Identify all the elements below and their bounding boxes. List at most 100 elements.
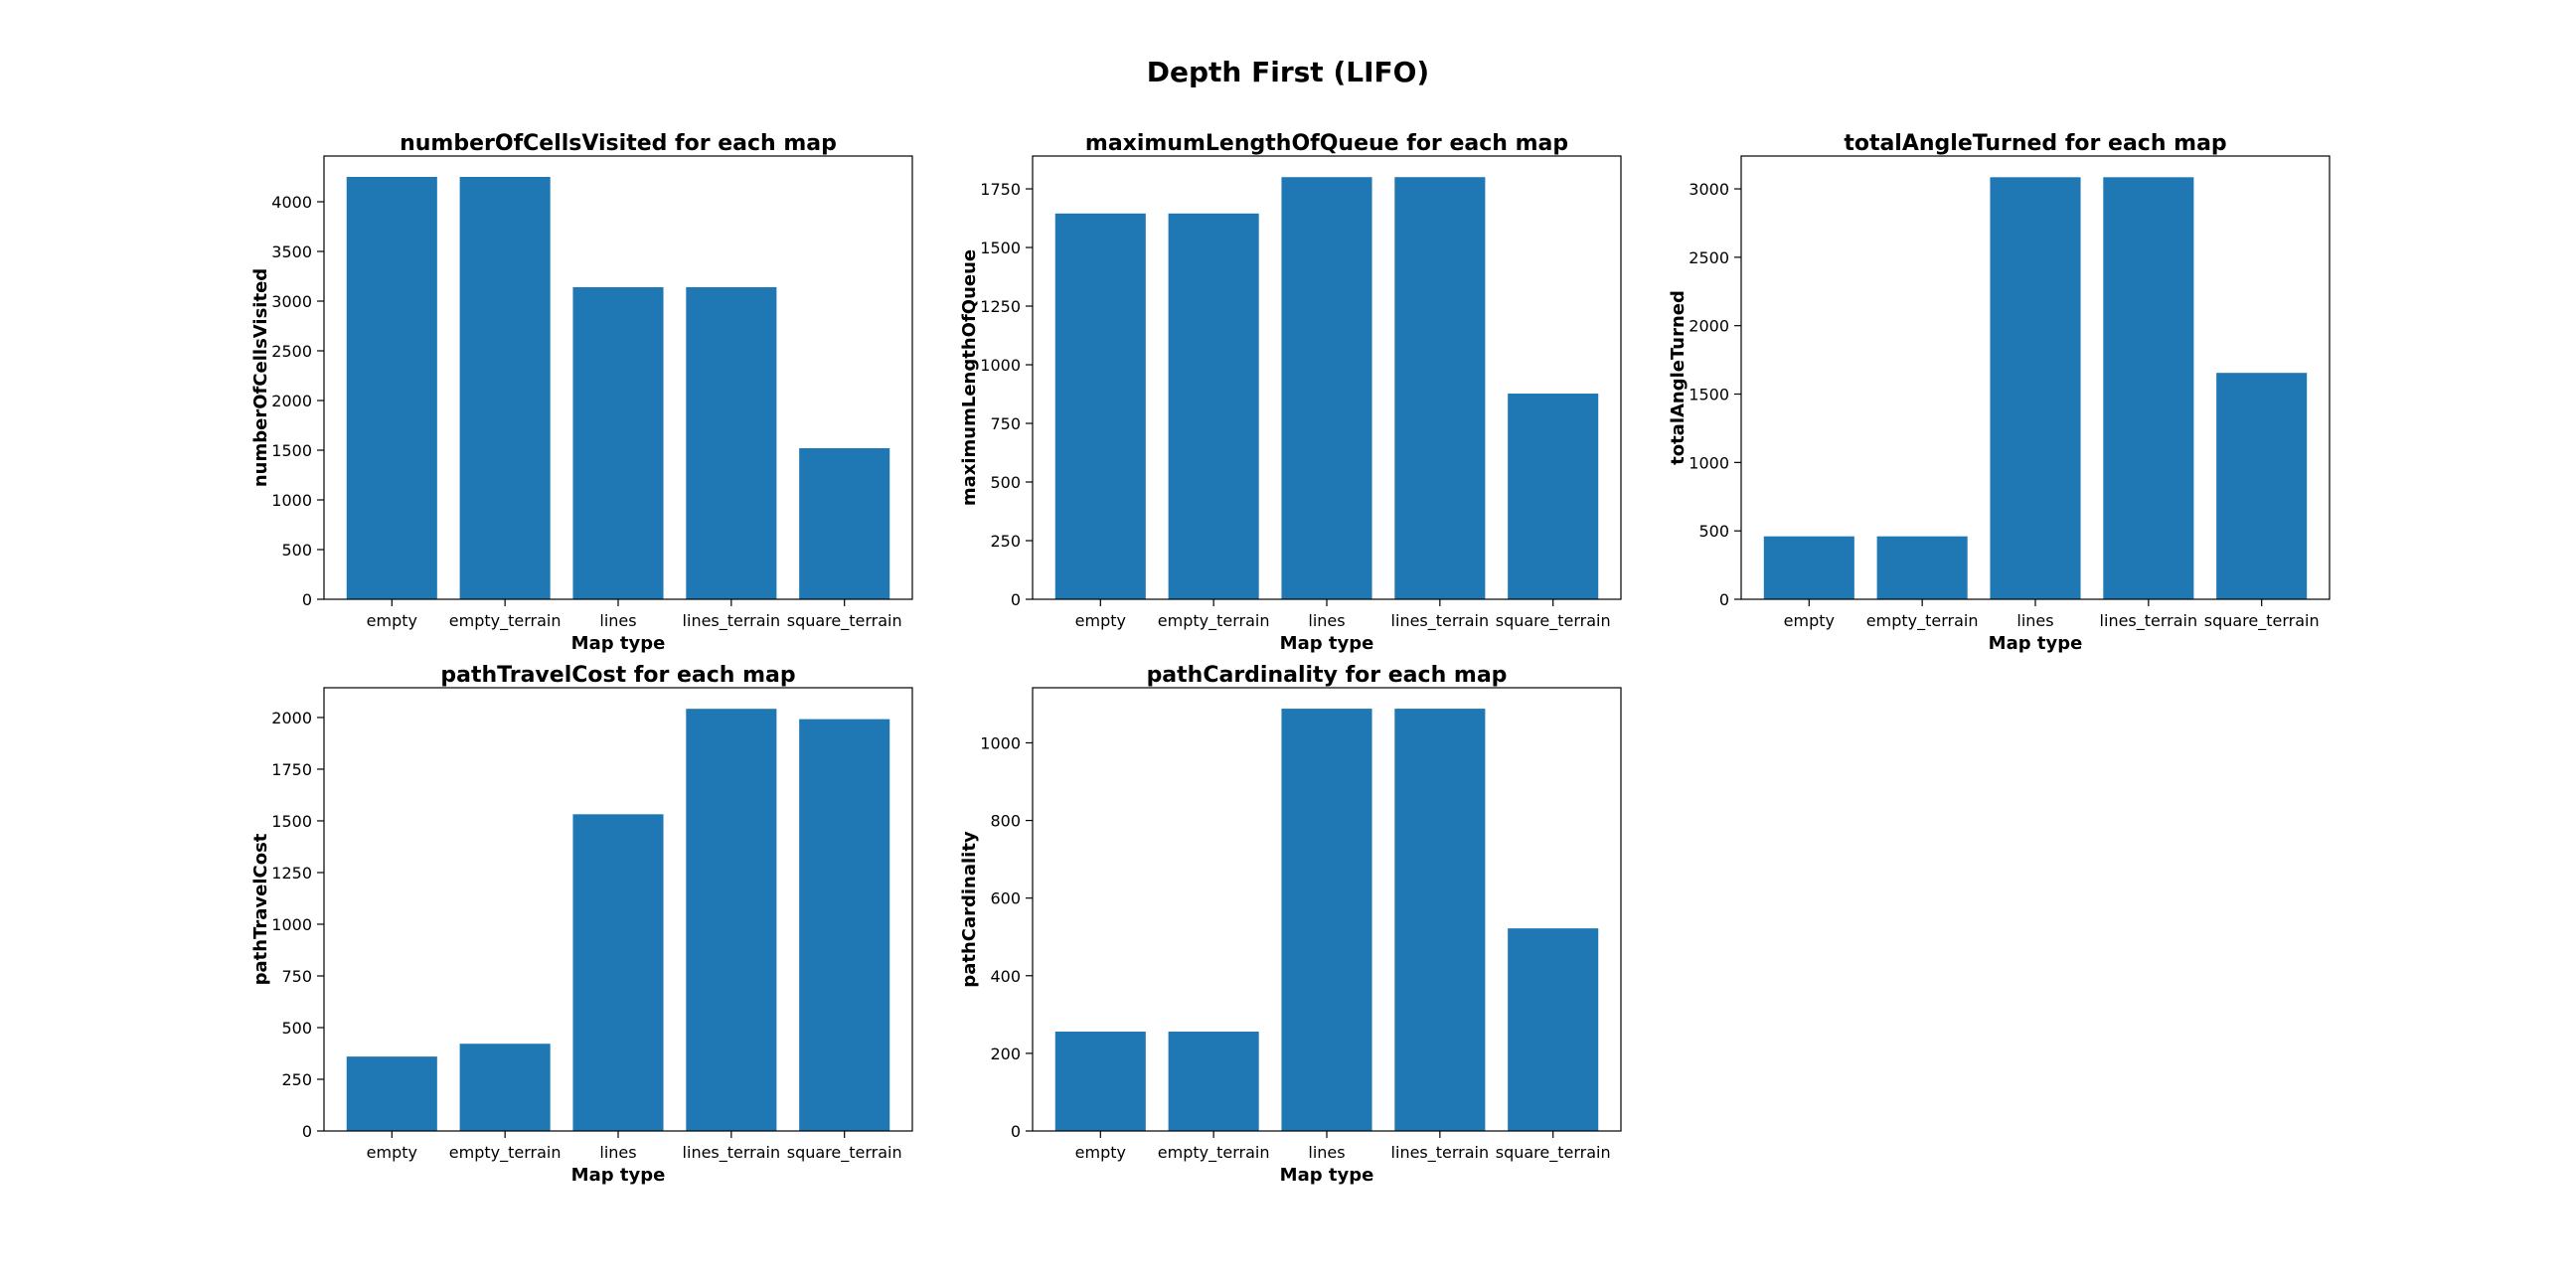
x-tick-label: empty <box>367 611 417 630</box>
x-tick-label: empty_terrain <box>1866 611 1979 631</box>
x-tick-label: lines <box>1308 611 1345 630</box>
bar-empty <box>1054 1032 1146 1131</box>
subplot-title: pathTravelCost for each map <box>440 663 795 688</box>
x-axis-label: Map type <box>571 1165 666 1186</box>
x-axis-label: Map type <box>1280 633 1374 654</box>
y-tick-label: 500 <box>281 1019 312 1038</box>
bar-empty_terrain <box>1168 213 1259 599</box>
y-tick-label: 1250 <box>980 297 1021 316</box>
y-tick-label: 2000 <box>271 392 312 410</box>
x-tick-label: square_terrain <box>1496 611 1611 631</box>
y-tick-label: 1750 <box>980 180 1021 199</box>
y-tick-label: 1000 <box>1689 453 1729 472</box>
bar-lines <box>1990 177 2081 599</box>
subplot-3: 0 500 1000 1500 2000 2500 3000 empty empty_terra… <box>1668 131 2331 654</box>
y-tick-label: 1000 <box>980 356 1021 375</box>
x-tick-label: empty_terrain <box>449 1143 562 1163</box>
subplot-2: 0 250 500 750 1000 1250 1500 1750 empty empty_ter… <box>959 131 1622 654</box>
subplot-title: maximumLengthOfQueue for each map <box>1085 131 1568 156</box>
bar-lines <box>1281 177 1372 599</box>
y-tick-label: 400 <box>990 967 1021 986</box>
bar-lines_terrain <box>1394 177 1486 599</box>
x-tick-label: empty <box>1075 1143 1126 1162</box>
x-tick-label: lines <box>599 611 636 630</box>
y-tick-label: 500 <box>1698 522 1729 541</box>
bar-square_terrain <box>1508 928 1599 1131</box>
bar-lines_terrain <box>686 709 777 1131</box>
bar-lines <box>572 287 664 599</box>
y-axis-label: numberOfCellsVisited <box>250 268 271 487</box>
x-tick-label: square_terrain <box>787 1143 902 1163</box>
y-tick-label: 1500 <box>980 239 1021 257</box>
y-tick-label: 0 <box>302 590 312 609</box>
y-axis-label: maximumLengthOfQueue <box>959 249 980 506</box>
y-tick-label: 0 <box>1011 1122 1021 1141</box>
figure-title: Depth First (LIFO) <box>1146 56 1430 88</box>
subplot-title: numberOfCellsVisited for each map <box>400 131 837 156</box>
x-tick-label: lines <box>1308 1143 1345 1162</box>
x-axis-label: Map type <box>571 633 666 654</box>
x-tick-label: empty_terrain <box>1158 611 1270 631</box>
y-tick-label: 3500 <box>271 242 312 261</box>
x-tick-label: empty <box>367 1143 417 1162</box>
x-tick-label: lines_terrain <box>683 1143 781 1163</box>
bar-empty_terrain <box>1876 536 1968 599</box>
bar-empty_terrain <box>459 177 551 599</box>
bar-lines <box>1281 709 1372 1131</box>
y-tick-label: 500 <box>281 541 312 560</box>
x-tick-label: empty <box>1075 611 1126 630</box>
x-tick-label: square_terrain <box>2204 611 2320 631</box>
subplot-5: 0 200 400 600 800 1000 empty empty_terrain lines… <box>959 663 1622 1186</box>
y-tick-label: 2500 <box>271 342 312 361</box>
y-tick-label: 1750 <box>271 760 312 779</box>
x-tick-label: empty_terrain <box>1158 1143 1270 1163</box>
y-tick-label: 750 <box>990 414 1021 433</box>
y-tick-label: 800 <box>990 812 1021 831</box>
bar-empty_terrain <box>459 1044 551 1131</box>
bar-empty <box>1763 536 1854 599</box>
bar-square_terrain <box>799 719 890 1131</box>
subplot-title: pathCardinality for each map <box>1147 663 1508 688</box>
y-tick-label: 1000 <box>271 915 312 934</box>
y-tick-label: 600 <box>990 889 1021 908</box>
y-tick-label: 1000 <box>980 733 1021 752</box>
x-tick-label: empty <box>1784 611 1835 630</box>
x-tick-label: lines_terrain <box>2100 611 2198 631</box>
bar-lines_terrain <box>686 287 777 599</box>
bar-lines_terrain <box>1394 709 1486 1131</box>
y-tick-label: 0 <box>302 1122 312 1141</box>
x-axis-label: Map type <box>1280 1165 1374 1186</box>
y-axis-label: totalAngleTurned <box>1668 290 1689 465</box>
x-tick-label: lines <box>599 1143 636 1162</box>
y-tick-label: 3000 <box>1689 180 1729 199</box>
y-tick-label: 2000 <box>271 709 312 727</box>
y-tick-label: 200 <box>990 1045 1021 1063</box>
bar-square_terrain <box>799 448 890 599</box>
y-tick-label: 2000 <box>1689 317 1729 336</box>
y-tick-label: 1500 <box>271 441 312 460</box>
x-tick-label: empty_terrain <box>449 611 562 631</box>
bar-empty <box>1054 213 1146 599</box>
subplot-1: 0 500 1000 1500 2000 2500 3000 3500 4000 empty emp… <box>250 131 913 654</box>
bar-empty_terrain <box>1168 1032 1259 1131</box>
y-tick-label: 1500 <box>271 812 312 831</box>
y-tick-label: 1500 <box>1689 386 1729 404</box>
subplot-4: 0 250 500 750 1000 1250 1500 1750 2000 empty empty… <box>250 663 913 1186</box>
y-tick-label: 4000 <box>271 193 312 212</box>
y-tick-label: 0 <box>1011 590 1021 609</box>
x-tick-label: square_terrain <box>787 611 902 631</box>
bar-square_terrain <box>2216 373 2308 599</box>
y-tick-label: 250 <box>281 1070 312 1089</box>
y-tick-label: 1250 <box>271 864 312 883</box>
y-axis-label: pathTravelCost <box>250 833 271 985</box>
x-tick-label: lines_terrain <box>683 611 781 631</box>
bar-empty <box>346 177 437 599</box>
bar-empty <box>346 1056 437 1131</box>
subplot-title: totalAngleTurned for each map <box>1844 131 2226 156</box>
y-tick-label: 1000 <box>271 491 312 510</box>
bar-lines_terrain <box>2103 177 2194 599</box>
x-axis-label: Map type <box>1989 633 2083 654</box>
bar-lines <box>572 814 664 1131</box>
x-tick-label: lines <box>2016 611 2053 630</box>
